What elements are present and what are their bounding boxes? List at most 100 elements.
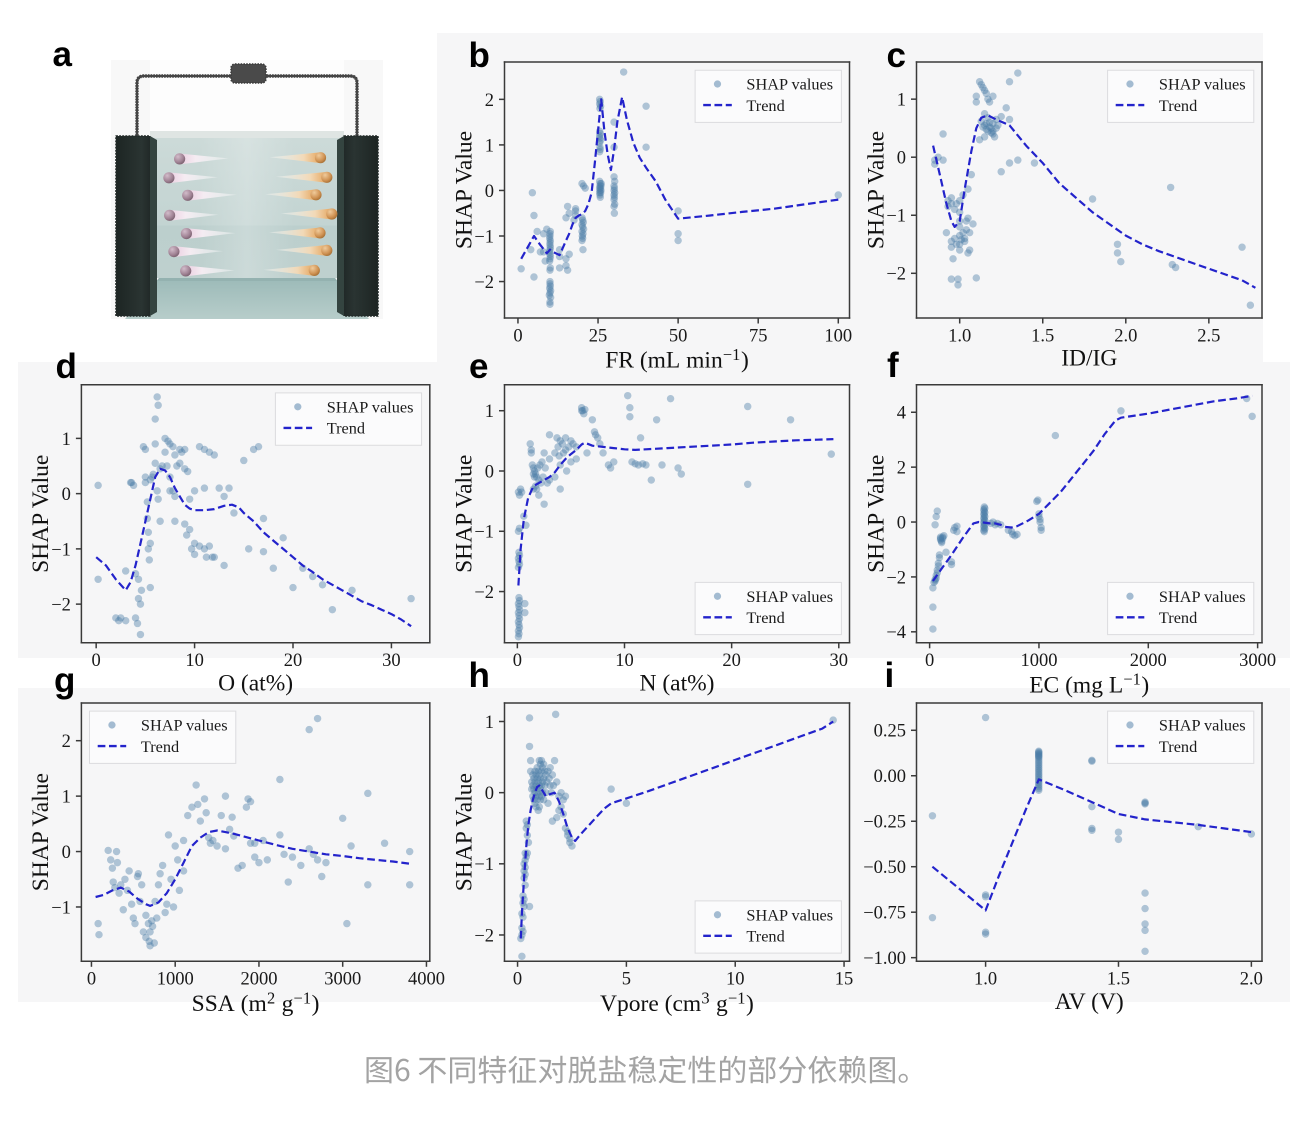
- svg-text:Trend: Trend: [746, 96, 784, 115]
- svg-text:SHAP values: SHAP values: [1159, 716, 1246, 735]
- svg-text:b: b: [469, 36, 490, 75]
- svg-text:0: 0: [513, 326, 522, 346]
- svg-text:2: 2: [897, 459, 906, 479]
- svg-text:−1: −1: [51, 898, 71, 918]
- svg-text:SHAP values: SHAP values: [1159, 75, 1246, 94]
- svg-text:i: i: [885, 656, 895, 695]
- svg-text:h: h: [469, 656, 490, 695]
- svg-text:0: 0: [513, 970, 522, 990]
- svg-text:1: 1: [485, 402, 494, 422]
- svg-text:−0.75: −0.75: [863, 904, 906, 924]
- svg-text:c: c: [887, 36, 906, 75]
- svg-text:SHAP values: SHAP values: [746, 75, 833, 94]
- svg-text:SHAP values: SHAP values: [327, 398, 414, 417]
- svg-text:1: 1: [897, 91, 906, 111]
- svg-text:SHAP Value: SHAP Value: [863, 131, 889, 249]
- svg-text:−0.25: −0.25: [863, 813, 906, 833]
- svg-text:f: f: [887, 346, 899, 385]
- svg-text:V p o r e ( c m g ) 3 − 1: V p o r e ( c m g ) 3 − 1: [600, 988, 758, 1017]
- svg-text:−2: −2: [474, 926, 494, 946]
- svg-text:10: 10: [726, 970, 745, 990]
- svg-text:ID/IG: ID/IG: [1061, 346, 1117, 372]
- svg-text:−1: −1: [474, 855, 494, 875]
- svg-text:E C ( m g L ) − 1: E C ( m g L ) − 1: [1029, 670, 1154, 699]
- svg-text:1: 1: [485, 713, 494, 733]
- svg-text:0: 0: [62, 485, 71, 505]
- svg-text:1: 1: [62, 430, 71, 450]
- svg-text:75: 75: [749, 326, 768, 346]
- svg-text:Trend: Trend: [746, 608, 784, 627]
- svg-text:1: 1: [485, 136, 494, 156]
- svg-text:2.5: 2.5: [1197, 326, 1220, 346]
- svg-text:1.5: 1.5: [1107, 970, 1130, 990]
- svg-text:0: 0: [485, 182, 494, 202]
- svg-text:20: 20: [722, 651, 741, 671]
- svg-text:−2: −2: [474, 273, 494, 293]
- svg-text:15: 15: [835, 970, 854, 990]
- svg-text:−4: −4: [886, 623, 906, 643]
- svg-text:SHAP values: SHAP values: [141, 716, 228, 735]
- svg-text:1000: 1000: [1020, 651, 1057, 671]
- svg-text:2: 2: [485, 91, 494, 111]
- svg-text:SHAP Value: SHAP Value: [451, 455, 477, 573]
- svg-text:5: 5: [622, 970, 631, 990]
- svg-text:−1: −1: [474, 523, 494, 543]
- svg-text:SHAP Value: SHAP Value: [863, 455, 889, 573]
- svg-text:Trend: Trend: [746, 927, 784, 946]
- svg-text:0: 0: [925, 651, 934, 671]
- svg-text:20: 20: [284, 651, 303, 671]
- svg-text:10: 10: [185, 651, 204, 671]
- svg-text:Trend: Trend: [1159, 737, 1197, 756]
- svg-text:1.5: 1.5: [1031, 326, 1054, 346]
- svg-text:1.0: 1.0: [948, 326, 971, 346]
- svg-text:−2: −2: [474, 583, 494, 603]
- svg-text:1.0: 1.0: [974, 970, 997, 990]
- svg-text:Trend: Trend: [141, 737, 179, 756]
- svg-text:2.0: 2.0: [1240, 970, 1263, 990]
- svg-text:−1: −1: [886, 207, 906, 227]
- svg-text:0.00: 0.00: [874, 767, 906, 787]
- svg-text:−2: −2: [886, 568, 906, 588]
- svg-text:SHAP values: SHAP values: [746, 587, 833, 606]
- svg-text:3000: 3000: [1239, 651, 1276, 671]
- svg-text:O (at%): O (at%): [218, 670, 293, 696]
- svg-text:100: 100: [824, 326, 852, 346]
- svg-text:0.25: 0.25: [874, 722, 906, 742]
- svg-text:4000: 4000: [408, 970, 445, 990]
- svg-text:0: 0: [485, 784, 494, 804]
- svg-text:3000: 3000: [324, 970, 361, 990]
- svg-text:−0.50: −0.50: [863, 858, 906, 878]
- svg-text:2000: 2000: [1130, 651, 1167, 671]
- svg-text:2.0: 2.0: [1114, 326, 1137, 346]
- svg-text:−1.00: −1.00: [863, 949, 906, 969]
- svg-text:−2: −2: [51, 596, 71, 616]
- svg-text:1: 1: [62, 788, 71, 808]
- svg-text:0: 0: [62, 843, 71, 863]
- svg-text:0: 0: [87, 970, 96, 990]
- svg-text:2000: 2000: [240, 970, 277, 990]
- svg-text:g: g: [54, 661, 75, 700]
- svg-text:1000: 1000: [157, 970, 194, 990]
- svg-text:d: d: [56, 347, 77, 386]
- svg-text:−1: −1: [474, 227, 494, 247]
- svg-text:S S A ( m g ) 2 − 1: S S A ( m g ) 2 − 1: [192, 988, 324, 1017]
- svg-text:Trend: Trend: [327, 419, 365, 438]
- svg-text:SHAP Value: SHAP Value: [28, 773, 54, 891]
- svg-text:−2: −2: [886, 265, 906, 285]
- svg-text:SHAP Value: SHAP Value: [451, 131, 477, 249]
- svg-text:a: a: [53, 35, 73, 74]
- svg-text:0: 0: [897, 149, 906, 169]
- svg-text:2: 2: [62, 732, 71, 752]
- svg-text:0: 0: [513, 651, 522, 671]
- svg-text:0: 0: [485, 462, 494, 482]
- svg-text:Trend: Trend: [1159, 608, 1197, 627]
- svg-text:−1: −1: [51, 540, 71, 560]
- svg-text:AV (V): AV (V): [1055, 989, 1124, 1015]
- svg-text:SHAP values: SHAP values: [1159, 587, 1246, 606]
- svg-text:10: 10: [615, 651, 634, 671]
- svg-text:0: 0: [897, 513, 906, 533]
- svg-text:SHAP values: SHAP values: [746, 905, 833, 924]
- svg-text:e: e: [469, 347, 488, 386]
- svg-text:Trend: Trend: [1159, 96, 1197, 115]
- svg-text:4: 4: [897, 404, 906, 424]
